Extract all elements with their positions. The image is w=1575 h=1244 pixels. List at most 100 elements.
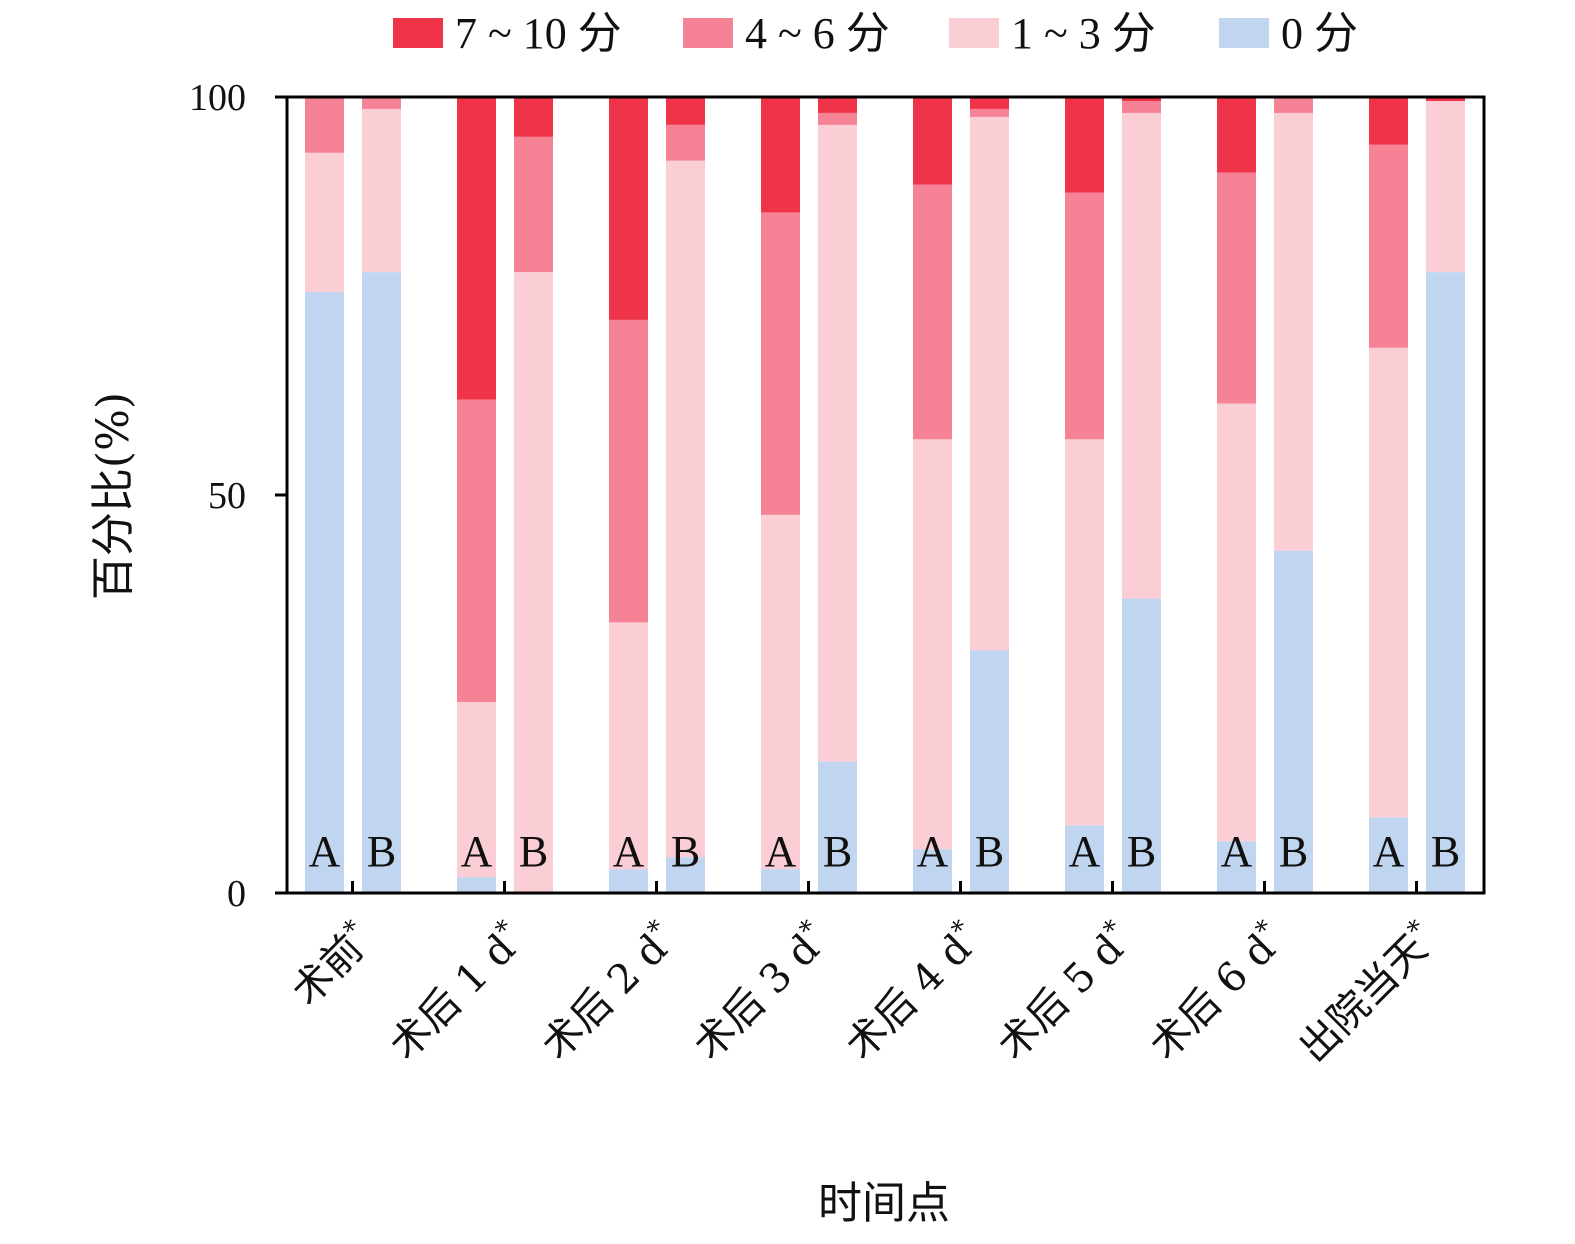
bar-segment: [666, 124, 705, 161]
bar-segment: [362, 108, 401, 273]
bar-segment: [970, 97, 1009, 109]
bar-segment: [305, 292, 344, 893]
bar-segment: [1122, 100, 1161, 113]
bar-segment: [362, 97, 401, 109]
x-tick-label: 出院当天*: [1289, 914, 1446, 1071]
x-tick-label: 术后 5 d*: [987, 914, 1141, 1068]
bar-segment: [666, 857, 705, 893]
group-label: B: [975, 827, 1004, 876]
x-tick-label: 术后 4 d*: [835, 914, 989, 1068]
bar-segment: [1274, 550, 1313, 893]
x-axis-title: 时间点: [818, 1178, 950, 1229]
bar-segment: [1369, 97, 1408, 145]
group-label: B: [1279, 827, 1308, 876]
x-tick-label: 术后 6 d*: [1139, 914, 1293, 1068]
bar-segment: [666, 97, 705, 125]
bar-segment: [1369, 347, 1408, 818]
group-label: B: [1431, 827, 1460, 876]
bar-segment: [1065, 97, 1104, 193]
group-label: A: [1069, 827, 1101, 876]
plot-frame: [285, 95, 1486, 895]
bar-segment: [1217, 172, 1256, 404]
bar-segment: [1369, 817, 1408, 893]
group-label: A: [309, 827, 341, 876]
x-axis: 术前* 术后 1 d* 术后 2 d* 术后 3 d* 术后 4 d* 术后 5 d* 术后…: [281, 881, 1446, 1071]
bar-segment: [1065, 825, 1104, 893]
bar-segment: [1274, 112, 1313, 551]
bar-segment: [362, 272, 401, 893]
bar-segment: [761, 514, 800, 870]
bar-segment: [514, 136, 553, 273]
bar-segment: [1122, 97, 1161, 101]
bar-segment: [457, 399, 496, 702]
bar-segment: [1274, 97, 1313, 113]
group-label: A: [1221, 827, 1253, 876]
x-tick-label: 术前*: [281, 914, 381, 1014]
bar-segment: [913, 97, 952, 185]
bar-segment: [666, 160, 705, 858]
legend: 7 ~ 10 分 4 ~ 6 分 1 ~ 3 分 0 分: [393, 9, 1358, 58]
bar-segment: [1065, 192, 1104, 440]
x-tick-label: 术后 3 d*: [683, 914, 837, 1068]
legend-swatch: [393, 18, 443, 48]
group-label: B: [1127, 827, 1156, 876]
bar-segment: [761, 212, 800, 515]
legend-label: 7 ~ 10 分: [455, 9, 622, 58]
bar-segment: [970, 116, 1009, 651]
legend-label: 1 ~ 3 分: [1011, 9, 1156, 58]
y-axis: 0 50 100: [189, 77, 287, 915]
x-tick-label: 术后 1 d*: [379, 914, 533, 1068]
bar-segment: [913, 439, 952, 850]
group-label: B: [823, 827, 852, 876]
legend-label: 4 ~ 6 分: [745, 9, 890, 58]
bar-segment: [514, 272, 553, 893]
bar-segment: [1217, 841, 1256, 893]
bar-segment: [1065, 439, 1104, 826]
group-label: B: [519, 827, 548, 876]
bar-segment: [913, 849, 952, 893]
bar-segment: [913, 184, 952, 440]
bar-segment: [761, 869, 800, 893]
y-tick-label: 50: [208, 475, 246, 517]
bar-segment: [609, 622, 648, 870]
bar-segment: [970, 650, 1009, 893]
bar-segment: [970, 108, 1009, 117]
bar-segment: [609, 869, 648, 893]
bar-segment: [1369, 144, 1408, 348]
bar-segment: [761, 97, 800, 213]
y-tick-label: 0: [227, 873, 246, 915]
group-label: A: [917, 827, 949, 876]
group-label: B: [671, 827, 700, 876]
legend-label: 0 分: [1281, 9, 1358, 58]
bar-segment: [1426, 100, 1465, 273]
x-tick-label: 术后 2 d*: [531, 914, 685, 1068]
bar-segment: [818, 112, 857, 125]
bar-segment: [1122, 598, 1161, 893]
group-label: A: [765, 827, 797, 876]
bar-segment: [1217, 97, 1256, 173]
bar-segment: [818, 124, 857, 762]
legend-swatch: [949, 18, 999, 48]
bar-segment: [609, 319, 648, 623]
bar-segment: [457, 701, 496, 878]
group-label: A: [1373, 827, 1405, 876]
bar-segment: [818, 761, 857, 893]
bar-segment: [609, 97, 648, 320]
bar-segment: [1426, 272, 1465, 893]
bar-segment: [457, 97, 496, 400]
bar-segment: [1217, 403, 1256, 842]
y-axis-title: 百分比(%): [88, 392, 139, 600]
bar-segment: [457, 877, 496, 893]
y-tick-label: 100: [189, 77, 246, 119]
bars: [305, 97, 1465, 893]
bar-segment: [1426, 97, 1465, 101]
bar-segment: [1122, 112, 1161, 599]
group-label: A: [613, 827, 645, 876]
group-label: A: [461, 827, 493, 876]
bar-segment: [305, 152, 344, 293]
group-label: B: [367, 827, 396, 876]
bar-segment: [514, 97, 553, 137]
legend-swatch: [683, 18, 733, 48]
